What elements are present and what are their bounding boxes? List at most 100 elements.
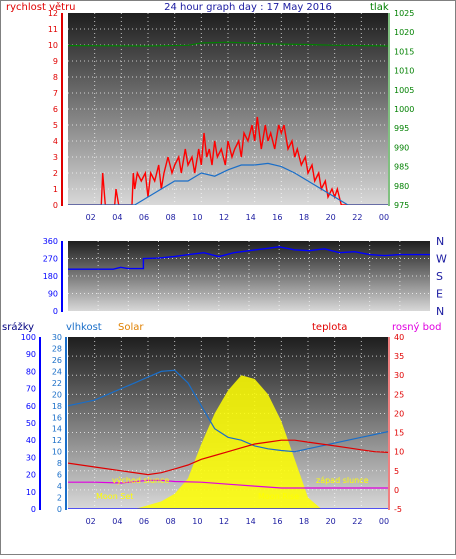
y-tick-label: 1020	[394, 28, 414, 37]
series-wind_speed	[68, 116, 388, 205]
y-tick-label: 20	[394, 409, 404, 418]
series-direction	[68, 246, 430, 270]
y-tick-label: 360	[43, 237, 58, 246]
series-pressure	[68, 41, 388, 47]
series-dew_point	[68, 479, 388, 489]
series-temperature	[68, 439, 388, 476]
compass-label: N	[436, 305, 444, 318]
y-tick-label: 90	[26, 350, 36, 359]
y-tick-label: 2	[53, 169, 58, 178]
y-tick-label: 40	[26, 436, 36, 445]
y-tick-label: 90	[48, 290, 58, 299]
series-solar	[68, 375, 388, 509]
wind-panel-x-tick-labels: 02 04 06 08 10 12 14 16 18 20 22 00	[86, 213, 390, 222]
y-tick-label: 22	[52, 379, 62, 388]
direction-panel-grid	[68, 241, 430, 311]
y-tick-label: 26	[52, 356, 62, 365]
x-tick-label: 02	[86, 517, 96, 526]
y-tick-label: 4	[57, 482, 62, 491]
wind-speed-axis-title: rychlost větru	[6, 1, 76, 13]
series-humidity	[68, 369, 388, 453]
y-tick-label: 6	[57, 471, 62, 480]
chart-title: 24 hour graph day : 17 May 2016	[164, 2, 332, 13]
x-tick-label: 08	[166, 213, 176, 222]
y-tick-label: 24	[52, 367, 62, 376]
y-tick-label: 0	[31, 505, 36, 514]
x-tick-label: 16	[272, 213, 282, 222]
x-tick-label: 20	[326, 517, 336, 526]
solar-panel-x-tick-labels: 02 04 06 08 10 12 14 16 18 20 22 00	[86, 517, 390, 526]
y-tick-label: 1010	[394, 67, 414, 76]
y-tick-label: 0	[53, 307, 58, 316]
x-tick-label: 12	[219, 517, 229, 526]
x-tick-label: 10	[192, 517, 202, 526]
y-tick-label: 20	[52, 390, 62, 399]
solar-panel-series	[68, 369, 388, 509]
y-tick-label: 980	[394, 182, 409, 191]
x-tick-label: 12	[219, 213, 229, 222]
y-tick-label: 28	[52, 344, 62, 353]
x-tick-label: 14	[246, 213, 256, 222]
y-tick-label: 14	[52, 425, 62, 434]
y-tick-label: 990	[394, 143, 409, 152]
y-tick-label: 30	[52, 333, 62, 342]
y-tick-label: 1015	[394, 47, 414, 56]
rain-tick-labels: 0 10 20 30 40 50 60 70 80 90 100	[21, 333, 36, 514]
y-tick-label: -5	[394, 505, 402, 514]
y-tick-label: 10	[26, 488, 36, 497]
humidity-axis-title: vlhkost	[66, 322, 102, 333]
x-tick-label: 04	[112, 213, 122, 222]
y-tick-label: 0	[394, 486, 399, 495]
y-tick-label: 35	[394, 352, 404, 361]
y-tick-label: 995	[394, 124, 409, 133]
y-tick-label: 60	[26, 402, 36, 411]
compass-label: W	[436, 253, 447, 266]
sunset-annotation: západ slunce	[316, 476, 369, 485]
y-tick-label: 9	[53, 57, 58, 66]
moon-rise-annotation: Moon Rise	[258, 492, 299, 501]
moon-set-annotation: Moon Set	[96, 492, 133, 501]
y-tick-label: 1	[53, 185, 58, 194]
y-tick-label: 4	[53, 137, 58, 146]
x-tick-label: 02	[86, 213, 96, 222]
x-tick-label: 00	[379, 213, 389, 222]
x-tick-label: 10	[192, 213, 202, 222]
y-tick-label: 0	[53, 201, 58, 210]
y-tick-label: 10	[48, 41, 58, 50]
y-tick-label: 30	[26, 453, 36, 462]
x-tick-label: 04	[112, 517, 122, 526]
temperature-tick-labels: -5 0 5 10 15 20 25 30 35 40	[394, 333, 404, 514]
y-tick-label: 1000	[394, 105, 414, 114]
y-tick-label: 80	[26, 367, 36, 376]
x-tick-label: 20	[326, 213, 336, 222]
compass-label: E	[436, 288, 443, 301]
y-tick-label: 2	[57, 494, 62, 503]
y-tick-label: 100	[21, 333, 36, 342]
y-tick-label: 3	[53, 153, 58, 162]
pressure-axis-title: tlak	[370, 2, 389, 13]
y-tick-label: 11	[48, 25, 58, 34]
y-tick-label: 985	[394, 163, 409, 172]
x-tick-label: 16	[272, 517, 282, 526]
y-tick-label: 15	[394, 429, 404, 438]
y-tick-label: 0	[57, 505, 62, 514]
y-tick-label: 6	[53, 105, 58, 114]
y-tick-label: 16	[52, 413, 62, 422]
x-tick-label: 08	[166, 517, 176, 526]
y-tick-label: 975	[394, 201, 409, 210]
x-tick-label: 22	[352, 213, 362, 222]
x-tick-label: 06	[139, 517, 149, 526]
direction-tick-labels: 360 270 180 90 0	[43, 237, 58, 316]
pressure-tick-labels: 975 980 985 990 995 1000 1005 1010 1015 1020 1025	[394, 9, 414, 210]
x-tick-label: 18	[299, 213, 309, 222]
temperature-axis-title: teplota	[312, 322, 347, 333]
sunrise-annotation: východ slunce	[112, 476, 169, 485]
y-tick-label: 5	[394, 467, 399, 476]
